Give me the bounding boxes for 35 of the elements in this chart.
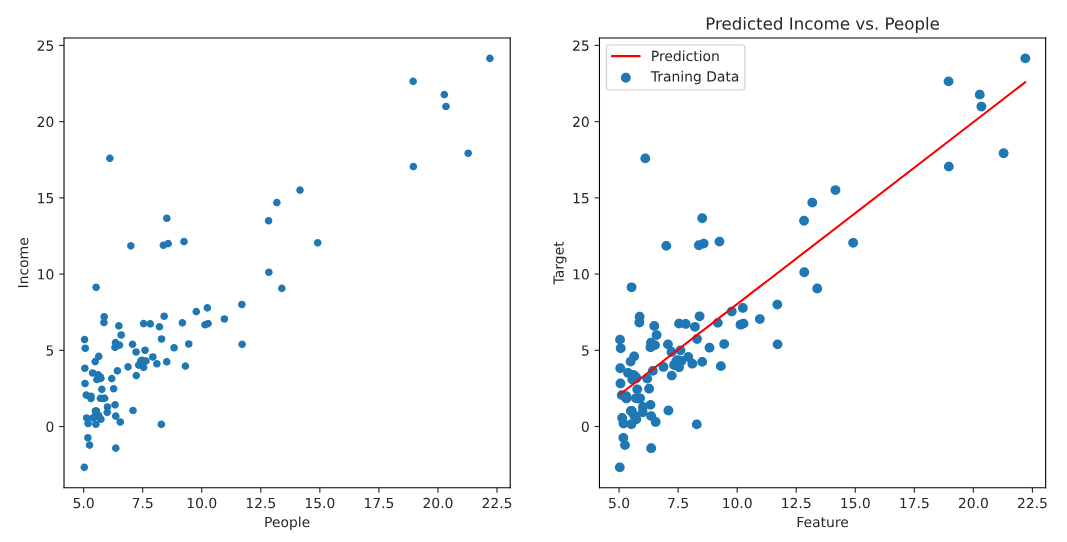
y-tick-label: 15 xyxy=(573,193,589,204)
y-axis-title: Income xyxy=(18,238,29,288)
x-tick-label: 22.5 xyxy=(482,497,512,509)
legend-label: Prediction xyxy=(652,50,719,62)
y-tick-label: 0 xyxy=(46,421,54,432)
y-tick-label: 10 xyxy=(573,269,589,280)
x-tick-label: 10.0 xyxy=(187,497,217,509)
y-axis-title: Target xyxy=(553,241,567,285)
x-tick-label: 15.0 xyxy=(841,497,870,509)
y-tick-label: 10 xyxy=(38,269,54,280)
y-tick-label: 25 xyxy=(37,40,54,51)
y-tick-label: 15 xyxy=(38,193,54,204)
x-tick-label: 20.0 xyxy=(423,497,453,509)
chart-title: Predicted Income vs. People xyxy=(706,16,939,34)
y-tick-label: 5 xyxy=(46,345,54,356)
x-tick-label: 17.5 xyxy=(364,497,394,509)
x-tick-label: 5.0 xyxy=(609,497,630,509)
y-tick-label: 20 xyxy=(573,116,589,128)
y-tick-label: 0 xyxy=(581,421,589,432)
x-tick-label: 15.0 xyxy=(305,497,335,509)
x-tick-label: 12.5 xyxy=(782,497,811,509)
x-tick-label: 12.5 xyxy=(246,497,276,509)
x-tick-label: 22.5 xyxy=(1017,497,1047,509)
x-axis-title: People xyxy=(265,516,310,530)
x-tick-label: 7.5 xyxy=(668,497,688,509)
x-tick-label: 7.5 xyxy=(132,497,153,509)
x-tick-label: 5.0 xyxy=(73,497,94,509)
x-tick-label: 20.0 xyxy=(958,497,988,509)
x-tick-label: 17.5 xyxy=(900,497,929,509)
y-tick-label: 25 xyxy=(573,40,589,51)
x-axis-title: Feature xyxy=(797,516,849,528)
legend-label: Traning Data xyxy=(650,70,739,85)
y-tick-label: 20 xyxy=(37,116,54,128)
x-tick-label: 10.0 xyxy=(723,497,752,509)
y-tick-label: 5 xyxy=(581,345,589,356)
